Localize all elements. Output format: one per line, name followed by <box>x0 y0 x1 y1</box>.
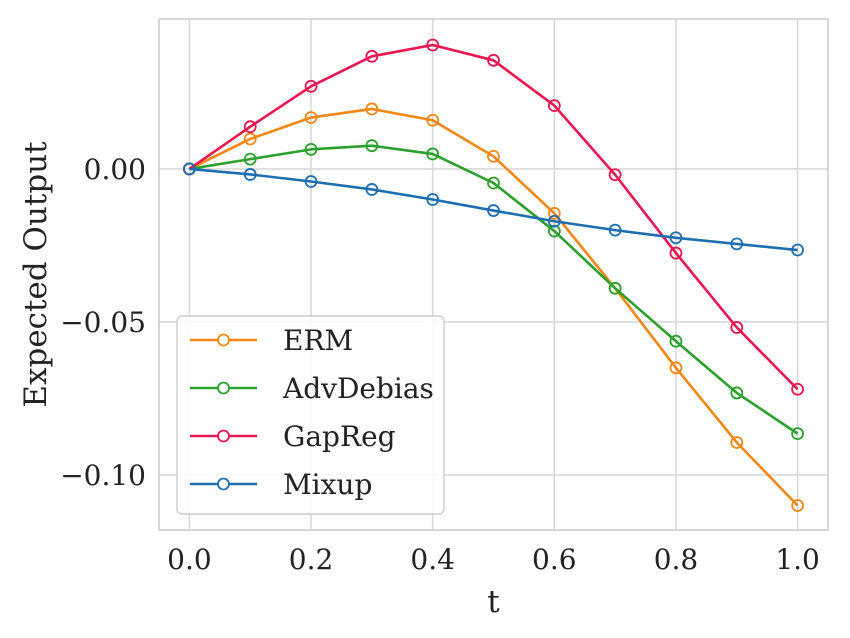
series-line <box>188 43 799 391</box>
data-point <box>547 99 561 112</box>
legend-marker <box>217 333 230 347</box>
legend: ERM AdvDebias GapReg Mixup <box>176 315 445 515</box>
x-axis-label: t <box>487 584 500 620</box>
legend-label: ERM <box>283 324 353 357</box>
data-point <box>547 206 561 220</box>
data-point <box>243 168 257 181</box>
series-gapreg <box>183 38 804 396</box>
data-point <box>730 321 744 334</box>
series-line <box>189 144 799 435</box>
series-line <box>189 167 798 252</box>
data-point <box>730 237 744 251</box>
legend-label: AdvDebias <box>282 372 434 405</box>
y-tick-label: 0.00 <box>84 153 146 186</box>
data-point <box>608 223 622 237</box>
x-tick-label: 1.0 <box>775 543 820 576</box>
data-point <box>365 49 379 63</box>
series-mixup <box>183 162 804 257</box>
data-point <box>791 499 804 512</box>
data-point <box>426 113 440 127</box>
legend-marker <box>217 429 230 443</box>
data-point <box>608 281 622 295</box>
y-tick-label: −0.05 <box>60 306 146 339</box>
data-point <box>243 132 257 146</box>
y-tick-labels: 0.00 −0.05 −0.10 <box>60 153 146 492</box>
data-point <box>669 231 683 245</box>
data-point <box>547 224 561 238</box>
x-tick-label: 0.0 <box>167 543 212 576</box>
x-tick-label: 0.8 <box>654 543 699 576</box>
data-point <box>365 102 379 116</box>
x-tick-label: 0.4 <box>410 543 455 576</box>
data-point <box>304 111 318 124</box>
legend-marker <box>217 381 230 395</box>
data-point <box>426 38 440 52</box>
data-point <box>487 176 500 190</box>
legend-label: GapReg <box>283 420 396 453</box>
data-point <box>669 361 683 375</box>
legend-item: ERM <box>190 324 353 357</box>
data-point <box>608 168 622 182</box>
series-line <box>188 107 799 507</box>
legend-item: AdvDebias <box>190 372 434 405</box>
data-point <box>487 204 500 217</box>
data-point <box>304 142 318 156</box>
legend-label: Mixup <box>283 468 372 501</box>
legend-marker <box>217 477 230 491</box>
data-point <box>365 183 379 196</box>
data-point <box>669 246 683 260</box>
data-point <box>730 436 744 449</box>
plot-frame <box>158 18 829 531</box>
data-point <box>791 427 804 441</box>
data-point <box>791 243 804 257</box>
legend-item: Mixup <box>190 468 372 501</box>
data-point <box>243 152 257 166</box>
x-tick-label: 0.2 <box>289 543 334 576</box>
data-point <box>243 120 257 134</box>
x-tick-labels: 0.0 0.2 0.4 0.6 0.8 1.0 <box>167 543 820 576</box>
legend-item: GapReg <box>190 420 396 453</box>
data-point <box>183 162 196 176</box>
data-point <box>669 334 683 348</box>
data-point <box>547 214 561 228</box>
series-layer <box>183 38 804 512</box>
data-point <box>365 139 379 153</box>
data-point <box>304 79 318 93</box>
series-advdebias <box>183 139 804 441</box>
data-point <box>730 386 744 400</box>
data-point <box>304 175 318 188</box>
data-point <box>791 382 804 396</box>
legend-box <box>176 315 445 515</box>
data-point <box>426 193 440 206</box>
data-point <box>487 53 500 67</box>
data-point <box>487 149 500 163</box>
y-tick-label: −0.10 <box>60 459 146 492</box>
y-axis-label: Expected Output <box>18 141 54 408</box>
data-point <box>426 147 440 161</box>
x-tick-label: 0.6 <box>532 543 577 576</box>
